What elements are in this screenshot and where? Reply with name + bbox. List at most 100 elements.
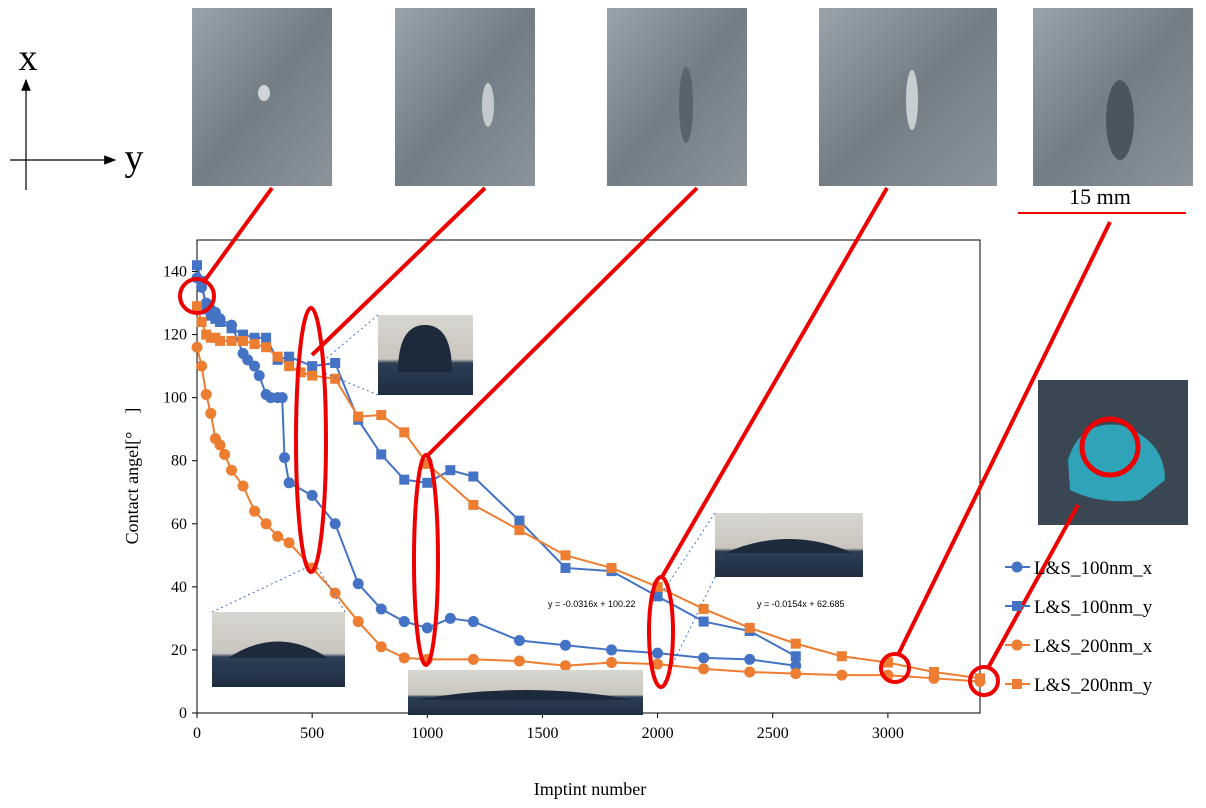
marker [307, 490, 318, 501]
marker [514, 525, 524, 535]
marker [790, 668, 801, 679]
marker [376, 603, 387, 614]
imprint [258, 85, 270, 101]
imprint [1106, 80, 1134, 160]
marker [250, 339, 260, 349]
legend-label: L&S_200nm_x [1034, 636, 1153, 657]
marker [353, 412, 363, 422]
marker [399, 475, 409, 485]
marker [745, 623, 755, 633]
marker [560, 660, 571, 671]
marker [606, 644, 617, 655]
marker [279, 452, 290, 463]
marker [975, 673, 985, 683]
marker [606, 657, 617, 668]
legend-label: L&S_100nm_y [1034, 597, 1153, 618]
marker [261, 518, 272, 529]
marker [284, 537, 295, 548]
y-tick-label: 60 [171, 516, 187, 533]
x-axis-label: Imptint number [534, 779, 646, 799]
marker [353, 616, 364, 627]
marker [399, 427, 409, 437]
marker [445, 465, 455, 475]
marker [699, 604, 709, 614]
marker [249, 361, 260, 372]
marker [376, 449, 386, 459]
marker [445, 613, 456, 624]
x-tick-label: 3000 [872, 725, 904, 742]
x-tick-label: 2000 [642, 725, 674, 742]
marker [468, 472, 478, 482]
marker [238, 480, 249, 491]
imprint [906, 70, 918, 130]
marker [227, 323, 237, 333]
marker [192, 301, 202, 311]
marker [330, 518, 341, 529]
marker [560, 640, 571, 651]
trendline-equation: y = -0.0316x + 100.22 [548, 599, 636, 609]
axis-label: y [125, 137, 144, 179]
marker [273, 352, 283, 362]
marker [219, 449, 230, 460]
marker [215, 439, 226, 450]
x-tick-label: 0 [193, 725, 201, 742]
marker [197, 317, 207, 327]
marker [514, 635, 525, 646]
legend-marker [1012, 640, 1023, 651]
legend-label: L&S_100nm_x [1034, 558, 1153, 579]
marker [238, 336, 248, 346]
marker [215, 336, 225, 346]
marker [399, 652, 410, 663]
marker [468, 500, 478, 510]
connector [318, 568, 345, 612]
scale-label: 15 mm [1069, 184, 1131, 209]
marker [330, 374, 340, 384]
marker [227, 336, 237, 346]
marker [272, 531, 283, 542]
connector [212, 565, 312, 612]
marker [468, 616, 479, 627]
x-tick-label: 1500 [526, 725, 558, 742]
marker [929, 667, 939, 677]
photo [395, 8, 535, 186]
highlight [881, 654, 909, 682]
x-tick-label: 500 [300, 725, 324, 742]
legend-marker [1012, 562, 1023, 573]
y-tick-label: 20 [171, 642, 187, 659]
y-tick-label: 120 [163, 327, 187, 344]
marker [261, 333, 271, 343]
marker [376, 410, 386, 420]
imprint [679, 67, 693, 143]
highlight [296, 308, 326, 572]
marker [376, 641, 387, 652]
marker [422, 478, 432, 488]
marker [307, 371, 317, 381]
marker [744, 667, 755, 678]
marker [201, 389, 212, 400]
marker [468, 654, 479, 665]
marker [560, 563, 570, 573]
marker [249, 506, 260, 517]
marker [353, 578, 364, 589]
marker [261, 342, 271, 352]
marker [791, 651, 801, 661]
legend-marker [1012, 601, 1022, 611]
marker [226, 465, 237, 476]
callout-line [203, 188, 272, 283]
marker [277, 392, 288, 403]
marker [560, 550, 570, 560]
y-tick-label: 80 [171, 453, 187, 470]
marker [284, 361, 294, 371]
legend: L&S_100nm_xL&S_100nm_yL&S_200nm_xL&S_200… [1005, 558, 1153, 696]
y-tick-label: 40 [171, 579, 187, 596]
x-tick-label: 1000 [411, 725, 443, 742]
page: {"axes_diagram": {"x_label": "x", "y_lab… [0, 0, 1206, 808]
y-tick-label: 0 [179, 705, 187, 722]
marker [192, 260, 202, 270]
marker [196, 361, 207, 372]
marker [307, 361, 317, 371]
y-tick-label: 140 [163, 264, 187, 281]
marker [284, 352, 294, 362]
marker [836, 670, 847, 681]
marker [205, 408, 216, 419]
